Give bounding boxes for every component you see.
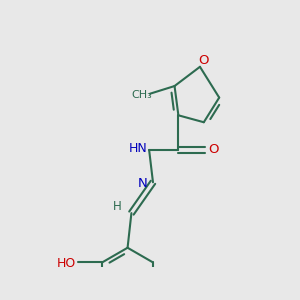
- Text: HO: HO: [57, 257, 76, 270]
- Text: H: H: [113, 200, 122, 213]
- Text: CH₃: CH₃: [132, 90, 153, 100]
- Text: N: N: [137, 177, 147, 190]
- Text: HN: HN: [129, 142, 148, 155]
- Text: O: O: [208, 143, 218, 157]
- Text: O: O: [199, 54, 209, 67]
